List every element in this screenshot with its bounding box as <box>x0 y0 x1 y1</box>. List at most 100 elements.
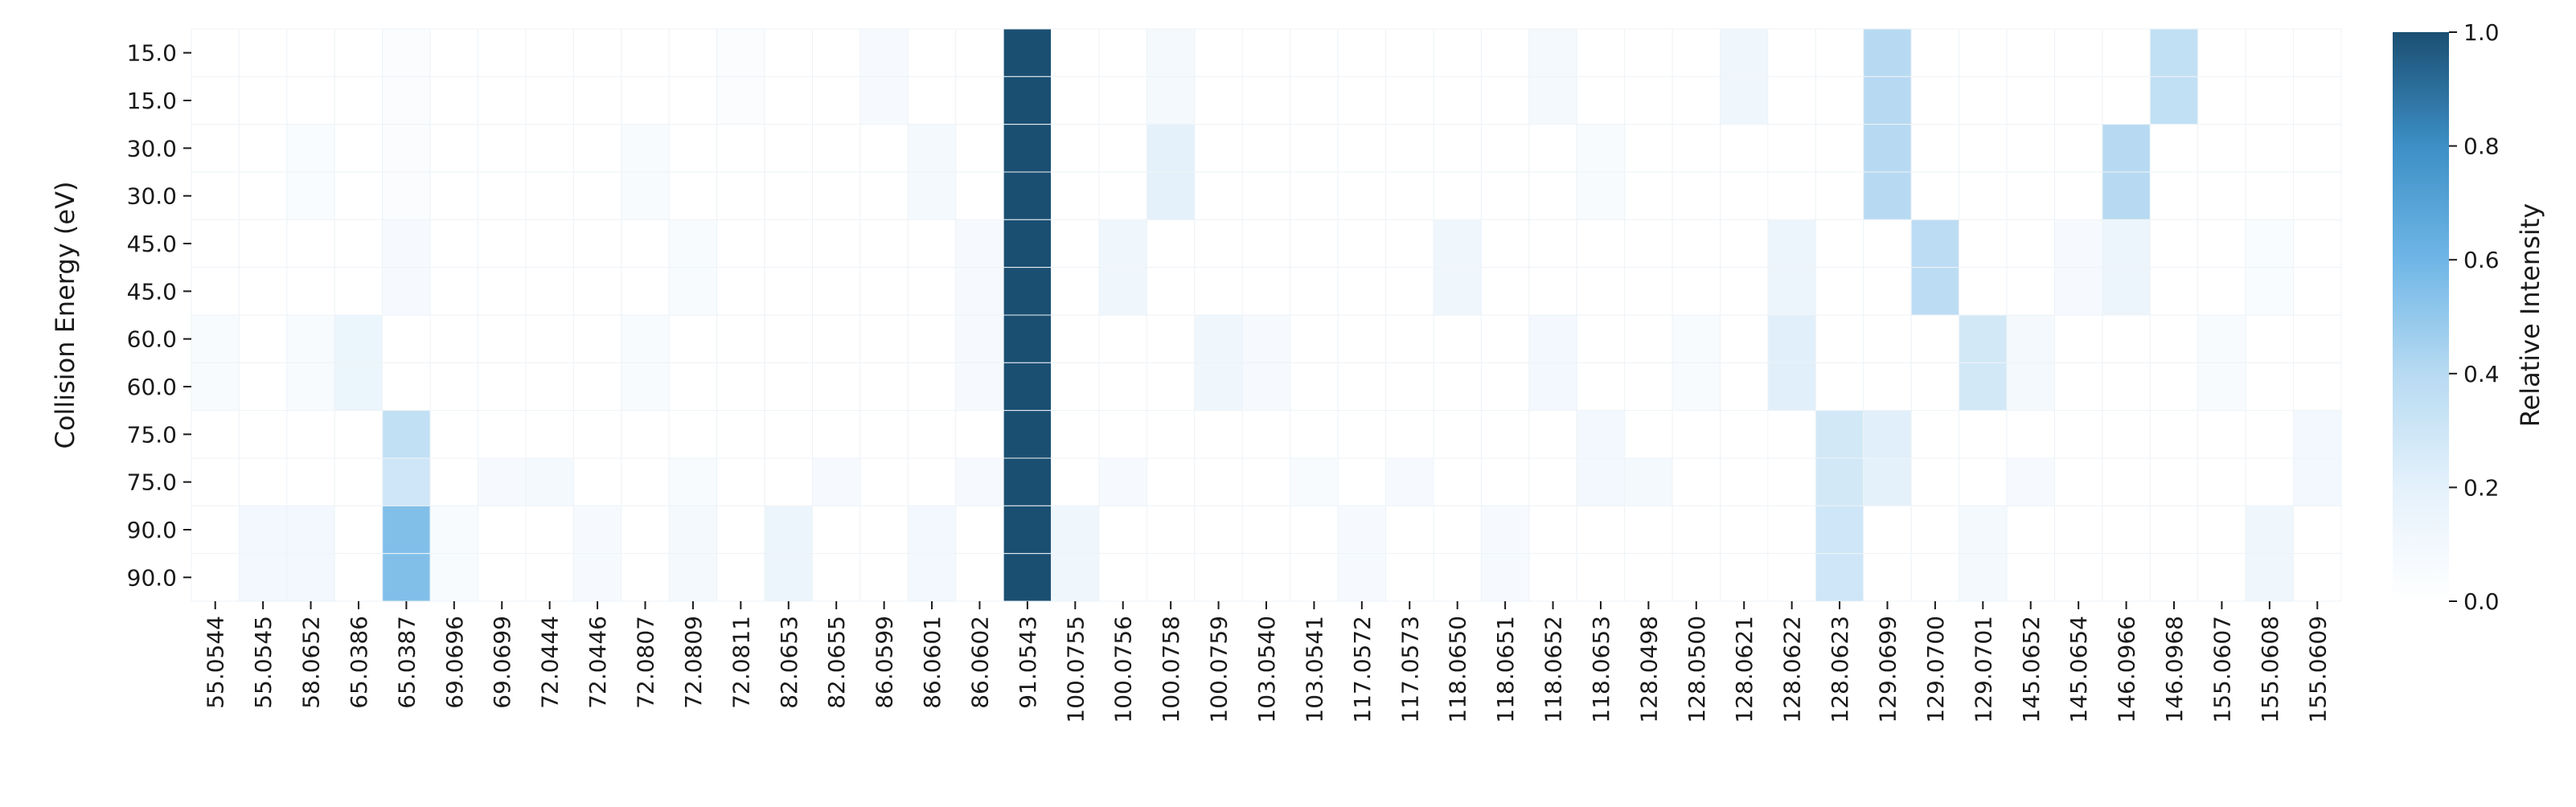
heatmap-cell <box>2293 314 2342 363</box>
heatmap-cell <box>2149 457 2199 506</box>
heatmap-cell <box>811 76 861 125</box>
heatmap-cell <box>1863 219 1912 268</box>
heatmap-cell <box>2245 410 2295 459</box>
heatmap-cell <box>1098 28 1147 77</box>
x-tick-label: 69.0696 <box>441 616 468 709</box>
heatmap-cell <box>478 505 527 555</box>
heatmap-cell <box>1241 267 1291 316</box>
heatmap-cell <box>1480 124 1530 173</box>
heatmap-cell <box>1433 219 1482 268</box>
heatmap-cell <box>1146 553 1196 602</box>
heatmap-cell <box>1385 553 1434 602</box>
heatmap-cell <box>2293 362 2342 412</box>
heatmap-cell <box>478 124 527 173</box>
heatmap-cell <box>955 267 1004 316</box>
y-axis-ticks: 15.0 15.0 30.0 30.0 45.0 45.0 60.0 60.0 75.0 75.0… <box>127 40 191 591</box>
heatmap-cell <box>2053 124 2103 173</box>
heatmap-cell <box>1385 505 1434 555</box>
heatmap-cell <box>1337 267 1387 316</box>
heatmap-cell <box>2293 171 2342 220</box>
heatmap-cell <box>1194 124 1243 173</box>
heatmap-cell <box>1003 314 1052 363</box>
heatmap-cell <box>955 410 1004 459</box>
heatmap-cell <box>1337 457 1387 506</box>
heatmap-cell <box>1910 505 1960 555</box>
heatmap-cell <box>1194 28 1243 77</box>
heatmap-cell <box>334 267 384 316</box>
x-tick-label: 65.0386 <box>346 616 372 709</box>
heatmap-cell <box>2245 362 2295 412</box>
heatmap-cell <box>1959 124 2008 173</box>
heatmap-cell <box>429 124 479 173</box>
heatmap-cell <box>764 171 813 220</box>
heatmap-cell <box>1815 76 1864 125</box>
heatmap-cell <box>668 124 718 173</box>
heatmap-cell <box>1767 314 1816 363</box>
heatmap-cell <box>1720 76 1769 125</box>
heatmap-cell <box>572 76 622 125</box>
heatmap-cell <box>238 219 288 268</box>
heatmap-cell <box>1241 553 1291 602</box>
heatmap-cell <box>1576 28 1626 77</box>
heatmap-cell <box>764 28 813 77</box>
heatmap-cell <box>191 505 240 555</box>
heatmap-cell <box>1959 219 2008 268</box>
heatmap-cell <box>1815 505 1864 555</box>
heatmap-cell <box>1959 28 2008 77</box>
heatmap-cell <box>1624 362 1673 412</box>
heatmap-cell <box>668 76 718 125</box>
heatmap-cell <box>382 76 431 125</box>
y-tick-label: 15.0 <box>127 88 177 114</box>
heatmap-cell <box>811 362 861 412</box>
heatmap-cell <box>1385 457 1434 506</box>
heatmap-cell <box>1672 267 1721 316</box>
heatmap-cell <box>1767 457 1816 506</box>
heatmap-cell <box>955 505 1004 555</box>
heatmap-cell <box>1576 362 1626 412</box>
heatmap-cell <box>1624 314 1673 363</box>
heatmap-cell <box>1194 362 1243 412</box>
heatmap-cell <box>1959 410 2008 459</box>
heatmap-cell <box>621 124 670 173</box>
heatmap-cell <box>621 76 670 125</box>
heatmap-cell <box>1672 410 1721 459</box>
heatmap-cell <box>525 267 574 316</box>
heatmap-cell <box>2102 362 2151 412</box>
heatmap-cell <box>382 171 431 220</box>
heatmap-cell <box>1433 124 1482 173</box>
heatmap-cell <box>382 28 431 77</box>
y-tick-label: 45.0 <box>127 231 177 257</box>
heatmap-cell <box>238 553 288 602</box>
heatmap-cell <box>429 410 479 459</box>
heatmap-cell <box>1959 553 2008 602</box>
heatmap-cell <box>525 553 574 602</box>
heatmap-cell <box>1576 219 1626 268</box>
heatmap-cell <box>1863 267 1912 316</box>
heatmap-cell <box>1959 457 2008 506</box>
y-tick-label: 45.0 <box>127 278 177 305</box>
heatmap-cell <box>1337 219 1387 268</box>
heatmap-cell <box>1146 219 1196 268</box>
heatmap-cell <box>1003 362 1052 412</box>
heatmap-cell <box>1290 505 1339 555</box>
heatmap-cell <box>1863 314 1912 363</box>
heatmap-cell <box>2006 267 2055 316</box>
heatmap-cell <box>2102 553 2151 602</box>
heatmap-cell <box>238 505 288 555</box>
heatmap-cell <box>2006 505 2055 555</box>
heatmap-cell <box>286 267 335 316</box>
heatmap-cell <box>1624 171 1673 220</box>
heatmap-cell <box>478 553 527 602</box>
heatmap-cell <box>382 457 431 506</box>
heatmap-cell <box>1528 314 1577 363</box>
heatmap-cell <box>1433 457 1482 506</box>
x-tick-label: 82.0655 <box>823 616 850 709</box>
heatmap-cell <box>764 124 813 173</box>
heatmap-cell <box>907 124 957 173</box>
heatmap-cell <box>1815 553 1864 602</box>
heatmap-cell <box>955 362 1004 412</box>
colorbar-tick-label: 0.8 <box>2463 133 2500 160</box>
heatmap-cell <box>955 219 1004 268</box>
heatmap-cell <box>2053 553 2103 602</box>
